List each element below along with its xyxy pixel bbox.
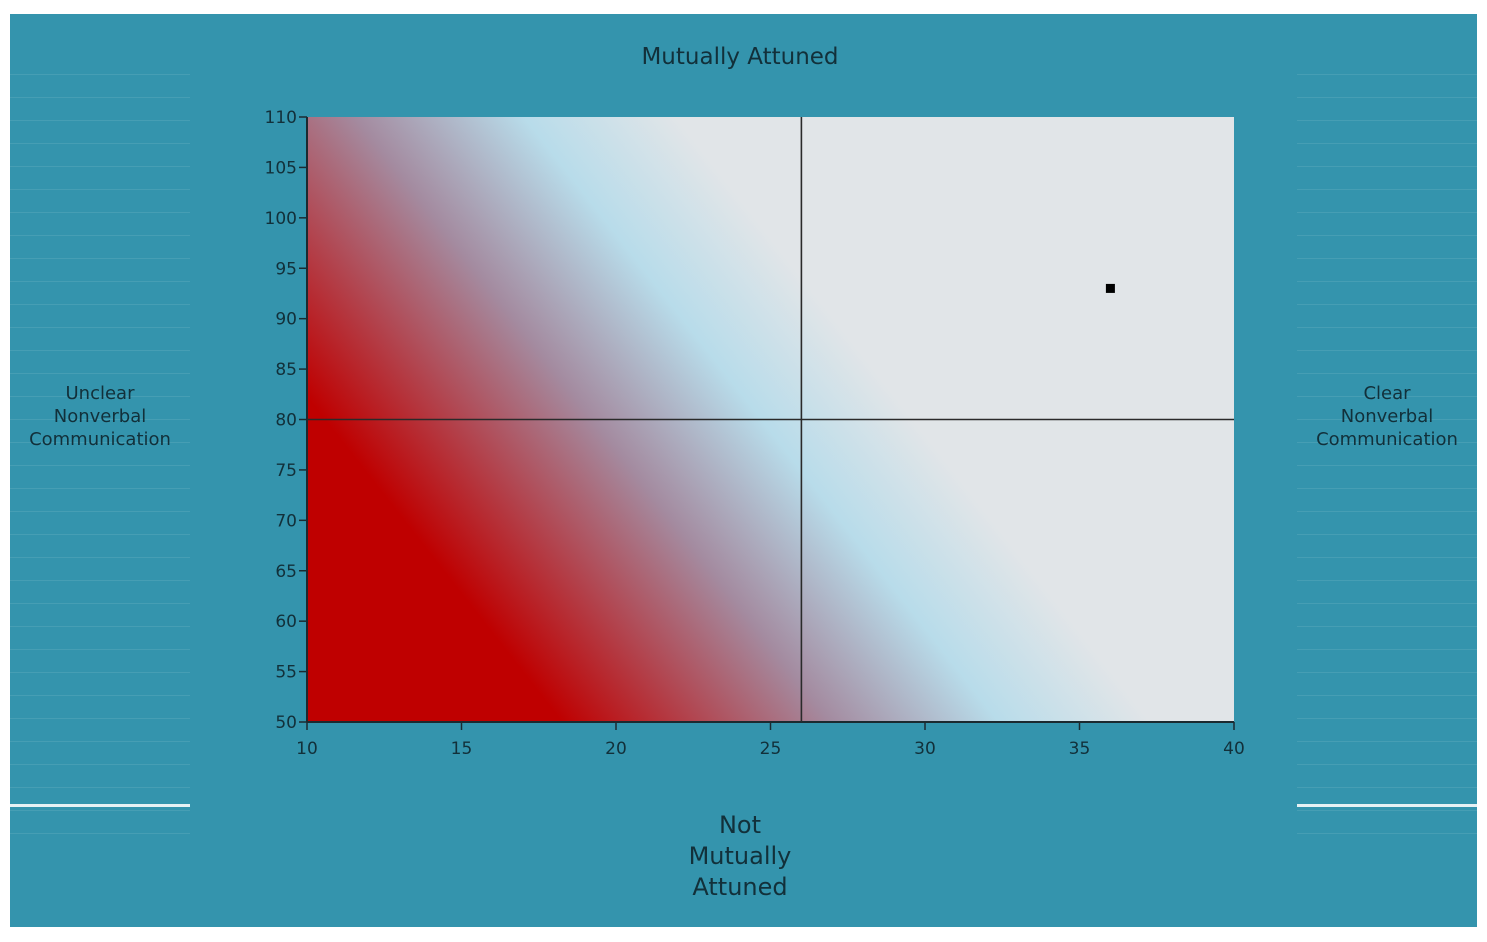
y-tick-label: 80: [275, 411, 297, 431]
x-tick-label: 35: [1069, 739, 1091, 759]
y-tick-label: 85: [275, 360, 297, 380]
top-axis-title: Mutually Attuned: [641, 44, 839, 70]
left-stripe-pattern: [10, 74, 190, 854]
x-tick-label: 20: [605, 739, 627, 759]
left-divider-line: [10, 804, 190, 807]
right-axis-label: Clear Nonverbal Communication: [1316, 383, 1458, 450]
y-tick-label: 100: [265, 209, 297, 229]
x-tick-label: 30: [914, 739, 936, 759]
y-tick-label: 55: [275, 663, 297, 683]
quadrant-lines: [307, 117, 1234, 722]
x-tick-label: 40: [1223, 739, 1245, 759]
data-point: [1105, 283, 1115, 293]
data-points: [1105, 283, 1115, 293]
x-tick-label: 10: [296, 739, 318, 759]
right-divider-line: [1297, 804, 1477, 807]
bottom-axis-title: Not Mutually Attuned: [688, 811, 792, 901]
right-stripe-pattern: [1297, 74, 1477, 854]
y-tick-label: 105: [265, 158, 297, 178]
x-tick-label: 25: [760, 739, 782, 759]
y-tick-label: 75: [275, 461, 297, 481]
y-tick-label: 70: [275, 511, 297, 531]
y-tick-label: 50: [275, 713, 297, 733]
y-tick-label: 90: [275, 310, 297, 330]
y-tick-label: 110: [265, 108, 297, 128]
y-tick-label: 65: [275, 562, 297, 582]
left-axis-label: Unclear Nonverbal Communication: [29, 383, 171, 450]
quadrant-chart: 50 55 60 65 70 75 80 85 90 95 100 105 110 10 15 20 25 30 3…: [265, 108, 1245, 759]
y-tick-label: 95: [275, 259, 297, 279]
chart-panel: Mutually Attuned Unclear Nonverbal Commu…: [10, 14, 1477, 927]
ticks: 50 55 60 65 70 75 80 85 90 95 100 105 110 10 15 20 25 30 3…: [265, 108, 1245, 759]
x-tick-label: 15: [451, 739, 473, 759]
y-tick-label: 60: [275, 612, 297, 632]
